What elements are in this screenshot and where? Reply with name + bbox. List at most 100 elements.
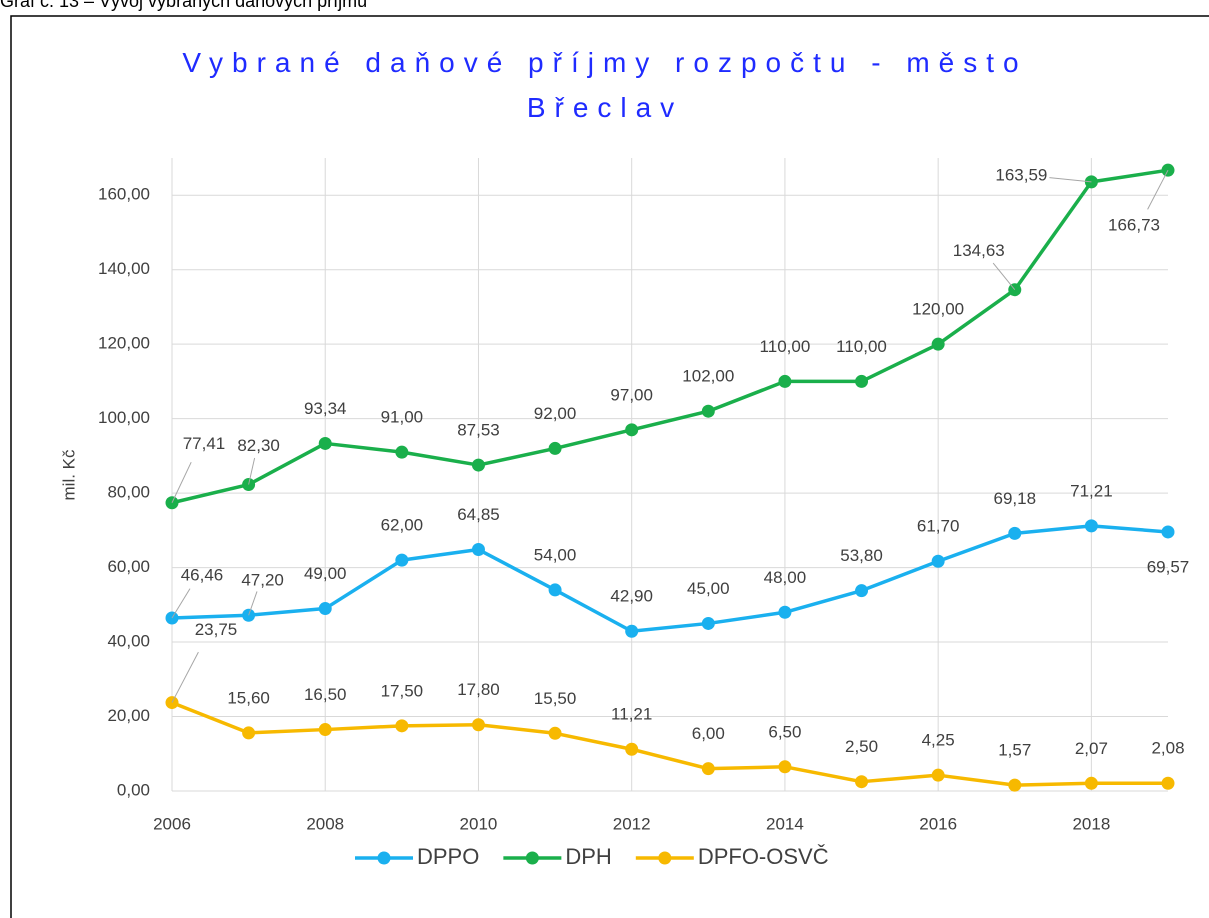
data-label: 42,90 [610, 587, 653, 606]
data-label: 93,34 [304, 399, 347, 418]
marker [242, 726, 256, 740]
data-label: 102,00 [682, 367, 734, 386]
data-label: 87,53 [457, 421, 500, 440]
y-tick-label: 120,00 [98, 334, 150, 353]
marker [778, 605, 792, 619]
marker [931, 768, 945, 782]
marker [855, 775, 869, 789]
chart-title: Vybrané daňové příjmy rozpočtu - město B… [182, 47, 1028, 123]
data-label: 120,00 [912, 300, 964, 319]
data-label: 11,21 [611, 705, 652, 724]
y-tick-label: 100,00 [98, 408, 150, 427]
marker [318, 602, 332, 616]
marker [471, 543, 485, 557]
marker [1161, 776, 1175, 790]
leader-line [171, 588, 191, 619]
data-label: 48,00 [764, 568, 807, 587]
data-label: 1,57 [998, 741, 1031, 760]
data-label: 134,63 [953, 241, 1005, 260]
marker [701, 616, 715, 630]
marker [395, 445, 409, 459]
marker [778, 760, 792, 774]
x-tick-label: 2018 [1072, 814, 1110, 833]
y-tick-label: 140,00 [98, 259, 150, 278]
y-tick-label: 40,00 [107, 632, 150, 651]
data-label: 53,80 [840, 546, 883, 565]
caption: Graf č. 13 – Vývoj vybraných daňových př… [0, 0, 368, 11]
data-label: 17,50 [381, 681, 424, 700]
y-tick-label: 20,00 [107, 706, 150, 725]
data-label: 47,20 [241, 571, 284, 590]
marker [1084, 519, 1098, 533]
data-label: 49,00 [304, 564, 347, 583]
legend-marker [658, 851, 672, 865]
marker [548, 726, 562, 740]
x-tick-label: 2016 [919, 814, 957, 833]
data-label: 54,00 [534, 545, 577, 564]
marker [1161, 525, 1175, 539]
data-label: 163,59 [995, 165, 1047, 184]
marker [471, 458, 485, 472]
line [171, 168, 1169, 505]
leader-line [171, 651, 199, 703]
data-label: 16,50 [304, 685, 347, 704]
data-label: 2,50 [845, 737, 878, 756]
leader-line [248, 591, 258, 616]
x-tick-label: 2008 [306, 814, 344, 833]
data-label: 69,57 [1147, 557, 1190, 576]
data-label: 15,50 [534, 689, 577, 708]
x-tick-label: 2006 [153, 814, 191, 833]
legend-marker [377, 851, 391, 865]
marker [1008, 778, 1022, 792]
marker [395, 553, 409, 567]
marker [395, 719, 409, 733]
marker [548, 441, 562, 455]
data-label: 2,07 [1075, 739, 1108, 758]
marker [625, 624, 639, 638]
data-label: 97,00 [610, 385, 653, 404]
data-label: 62,00 [381, 516, 424, 535]
data-label: 64,85 [457, 505, 500, 524]
data-label: 2,08 [1151, 739, 1184, 758]
marker [471, 718, 485, 732]
data-label: 69,18 [993, 489, 1036, 508]
y-tick-label: 60,00 [107, 557, 150, 576]
marker [701, 762, 715, 776]
marker [778, 374, 792, 388]
y-tick-label: 0,00 [117, 780, 150, 799]
chart-frame [10, 15, 1209, 918]
data-label: 45,00 [687, 579, 730, 598]
leader-line [248, 457, 256, 485]
data-label: 91,00 [381, 408, 424, 427]
legend-label: DPFO-OSVČ [698, 844, 829, 869]
line [171, 524, 1169, 634]
leader-line [992, 262, 1016, 291]
data-label: 6,50 [768, 722, 801, 741]
data-label: 110,00 [836, 337, 887, 356]
marker [1008, 526, 1022, 540]
legend-marker [525, 851, 539, 865]
data-label: 15,60 [227, 688, 270, 707]
legend-label: DPH [565, 844, 611, 869]
data-label: 17,80 [457, 680, 500, 699]
data-label: 71,21 [1070, 481, 1113, 500]
line [171, 700, 1169, 787]
data-label: 4,25 [922, 731, 955, 750]
x-tick-label: 2010 [460, 814, 498, 833]
marker [931, 554, 945, 568]
marker [318, 723, 332, 737]
data-label: 82,30 [237, 436, 280, 455]
data-label: 166,73 [1108, 216, 1160, 235]
leader-line [171, 461, 192, 503]
data-label: 92,00 [534, 404, 577, 423]
x-tick-label: 2012 [613, 814, 651, 833]
data-label: 46,46 [181, 565, 224, 584]
marker [625, 742, 639, 756]
data-label: 77,41 [183, 434, 226, 453]
data-label: 23,75 [195, 620, 238, 639]
y-axis-label: mil. Kč [59, 449, 78, 501]
marker [855, 584, 869, 598]
marker [318, 436, 332, 450]
